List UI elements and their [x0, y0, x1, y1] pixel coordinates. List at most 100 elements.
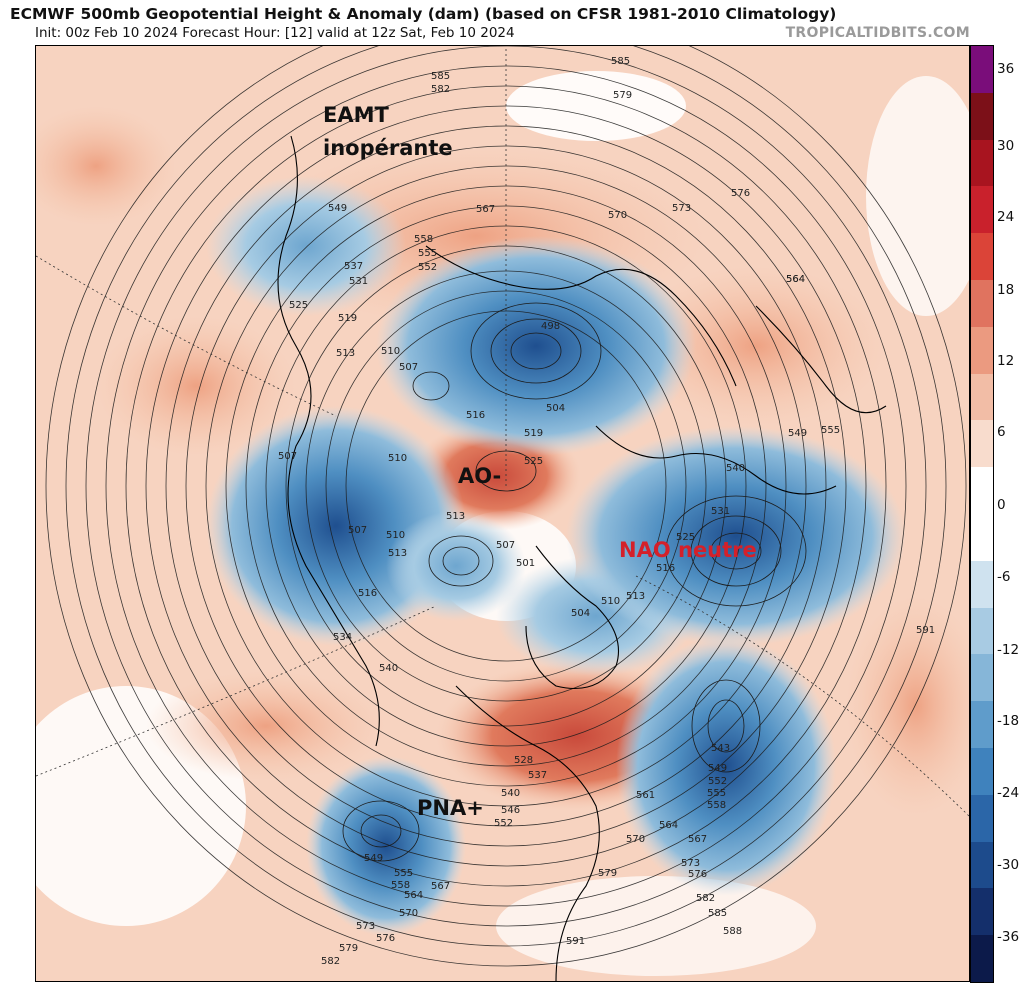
- colorbar-segment: [971, 748, 993, 796]
- contour-label: 549: [708, 763, 727, 774]
- contour-label: 540: [501, 788, 520, 799]
- colorbar-segment: [971, 467, 993, 515]
- contour-label: 564: [659, 820, 678, 831]
- colorbar-label: -12: [997, 642, 1020, 658]
- colorbar-segment: [971, 935, 993, 983]
- colorbar-segment: [971, 280, 993, 328]
- colorbar-segment: [971, 92, 993, 141]
- contour-label: 513: [626, 591, 645, 602]
- anomaly-colorbar: [970, 45, 994, 983]
- contour-label: 531: [711, 506, 730, 517]
- brand-watermark: TROPICALTIDBITS.COM: [785, 25, 970, 41]
- contour-label: 558: [391, 880, 410, 891]
- contour-label: 558: [707, 800, 726, 811]
- eamt-state-label: inopérante: [323, 136, 453, 160]
- eamt-label: EAMT: [323, 103, 389, 127]
- contour-label: 561: [636, 790, 655, 801]
- coastlines: [277, 135, 887, 981]
- contour-label: 531: [349, 276, 368, 287]
- contour-label: 549: [788, 428, 807, 439]
- contour-label: 543: [711, 743, 730, 754]
- contour-label: 582: [696, 893, 715, 904]
- colorbar-label: -36: [997, 929, 1020, 945]
- contour-label: 501: [516, 558, 535, 569]
- contour-label: 591: [566, 936, 585, 947]
- chart-subtitle: Init: 00z Feb 10 2024 Forecast Hour: [12…: [35, 25, 515, 41]
- contour-label: 582: [431, 84, 450, 95]
- contour-label: 516: [466, 410, 485, 421]
- colorbar-segment: [971, 701, 993, 749]
- colorbar-label: 6: [997, 424, 1006, 440]
- contour-label: 567: [476, 204, 495, 215]
- contour-label: 579: [613, 90, 632, 101]
- colorbar-label: 18: [997, 282, 1015, 298]
- colorbar-segment: [971, 607, 993, 655]
- contour-label: 564: [404, 890, 423, 901]
- pna-label: PNA+: [417, 796, 484, 820]
- colorbar-segment: [971, 46, 993, 94]
- colorbar-label: 30: [997, 138, 1015, 154]
- contour-label: 564: [786, 274, 805, 285]
- contour-label: 585: [611, 56, 630, 67]
- colorbar-segment: [971, 560, 993, 609]
- contour-label: 513: [446, 511, 465, 522]
- colorbar-segment: [971, 326, 993, 375]
- low-centers: [342, 302, 807, 862]
- contour-label: 528: [514, 755, 533, 766]
- map-panel: 585 582 585 579 576 573 570 567 564 558 …: [35, 45, 970, 982]
- colorbar-segment: [971, 514, 993, 562]
- contour-label: 573: [356, 921, 375, 932]
- contour-label: 546: [501, 805, 520, 816]
- contour-label: 573: [681, 858, 700, 869]
- colorbar-segment: [971, 888, 993, 936]
- contour-label: 555: [821, 425, 840, 436]
- contour-label: 552: [708, 776, 727, 787]
- anomaly-map: 585 582 585 579 576 573 570 567 564 558 …: [36, 46, 969, 981]
- contour-label: 576: [688, 869, 707, 880]
- contour-label: 570: [608, 210, 627, 221]
- contour-label: 552: [494, 818, 513, 829]
- contour-label: 582: [321, 956, 340, 967]
- contour-label: 573: [672, 203, 691, 214]
- contour-label: 588: [723, 926, 742, 937]
- contour-label: 513: [336, 348, 355, 359]
- contour-label: 579: [598, 868, 617, 879]
- colorbar-segment: [971, 654, 993, 702]
- colorbar-segment: [971, 186, 993, 234]
- contour-label: 510: [601, 596, 620, 607]
- contour-label: 567: [431, 881, 450, 892]
- colorbar-label: 0: [997, 497, 1006, 513]
- colorbar-segment: [971, 233, 993, 281]
- contour-label: 525: [676, 532, 695, 543]
- contour-label: 519: [338, 313, 357, 324]
- contour-label: 552: [418, 262, 437, 273]
- contour-label: 516: [656, 563, 675, 574]
- cool-anomalies: [206, 176, 906, 936]
- colorbar-label: -24: [997, 785, 1020, 801]
- contour-label: 507: [496, 540, 515, 551]
- contour-label: 513: [388, 548, 407, 559]
- contour-label: 537: [344, 261, 363, 272]
- chart-title: ECMWF 500mb Geopotential Height & Anomal…: [10, 5, 837, 23]
- ao-label: AO-: [458, 464, 502, 488]
- contour-label: 507: [348, 525, 367, 536]
- contour-label: 558: [414, 234, 433, 245]
- colorbar-label: -18: [997, 713, 1020, 729]
- colorbar-segment: [971, 794, 993, 843]
- contour-label: 504: [571, 608, 590, 619]
- contour-label: 507: [399, 362, 418, 373]
- contour-label: 579: [339, 943, 358, 954]
- colorbar-segment: [971, 420, 993, 468]
- contour-label: 549: [328, 203, 347, 214]
- contour-label: 570: [399, 908, 418, 919]
- graticule: [36, 46, 969, 817]
- contour-label: 510: [381, 346, 400, 357]
- contour-label: 585: [708, 908, 727, 919]
- contour-label: 537: [528, 770, 547, 781]
- colorbar-segment: [971, 139, 993, 187]
- contour-label: 519: [524, 428, 543, 439]
- contour-label: 570: [626, 834, 645, 845]
- colorbar-label: 12: [997, 353, 1015, 369]
- colorbar-label: -30: [997, 857, 1020, 873]
- contour-label: 540: [379, 663, 398, 674]
